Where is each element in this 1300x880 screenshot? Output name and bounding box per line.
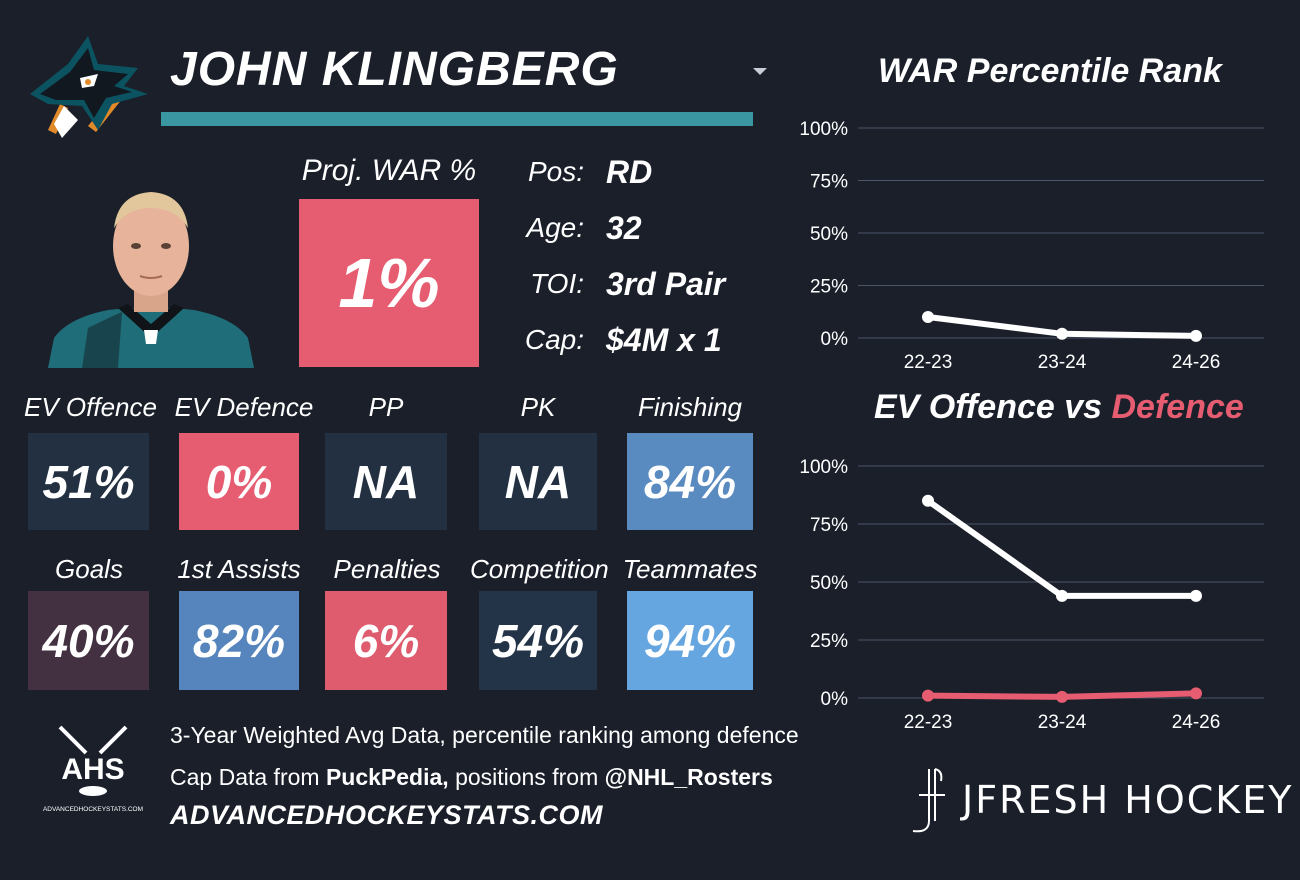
stat-label-ev-defence: EV Defence <box>174 392 314 422</box>
footer-line-2: Cap Data from PuckPedia, positions from … <box>170 764 773 791</box>
chart2-xtick-label: 24-26 <box>1172 712 1221 733</box>
stat-label-teammates: Teammates <box>622 554 758 584</box>
chart2-title: EV Offence vs Defence <box>874 388 1244 427</box>
jfresh-hockey-brand: JFRESH HOCKEY <box>962 778 1294 822</box>
info-pos-value: RD <box>606 154 653 190</box>
title-underline <box>161 112 753 126</box>
chart2-xtick-label: 23-24 <box>1038 712 1087 733</box>
jfresh-logo-icon <box>905 765 955 837</box>
footer-url-link[interactable]: ADVANCEDHOCKEYSTATS.COM <box>170 800 604 830</box>
chart2-ytick-label: 0% <box>821 689 849 710</box>
player-name: JOHN KLINGBERG <box>170 43 619 96</box>
footer-line-1: 3-Year Weighted Avg Data, percentile ran… <box>170 722 799 748</box>
info-toi-value: 3rd Pair <box>606 266 726 302</box>
stat-box-penalties: 6% <box>325 591 447 690</box>
stat-label-pp: PP <box>368 392 404 422</box>
info-age-key: Age: <box>526 212 584 243</box>
chart1-ytick-label: 75% <box>810 172 848 193</box>
stat-label-1st-assists: 1st Assists <box>177 554 301 584</box>
stat-box-pk: NA <box>479 433 597 530</box>
stat-label-finishing: Finishing <box>637 392 743 422</box>
footer-line-2-prefix: Cap Data from <box>170 764 326 790</box>
info-cap-value: $4M x 1 <box>606 322 722 358</box>
chart1-ytick-label: 25% <box>810 277 848 298</box>
sharks-logo-icon <box>28 34 152 138</box>
info-pos-key: Pos: <box>527 156 584 187</box>
stat-box-1st-assists: 82% <box>179 591 299 690</box>
chart2-series0-point <box>1190 589 1202 602</box>
info-toi-key: TOI: <box>530 268 584 299</box>
chart2-series1-point <box>922 689 934 702</box>
footer-source-puckpedia[interactable]: PuckPedia, <box>325 764 449 790</box>
stat-box-ev-offence: 51% <box>28 433 149 530</box>
chart1-ytick-label: 0% <box>821 329 849 350</box>
war-percentile-chart: 100% 75% 50% 25% 0% 22-23 23-24 24-26 <box>799 119 1264 373</box>
ahs-logo-subtext: ADVANCEDHOCKEYSTATS.COM <box>43 806 143 813</box>
chart1-series0-point <box>922 311 934 323</box>
stat-box-competition: 54% <box>479 591 597 690</box>
chart1-xtick-label: 22-23 <box>904 352 953 373</box>
chart2-ytick-label: 25% <box>810 631 848 652</box>
ev-offence-defence-chart: 100% 75% 50% 25% 0% 22-23 23-24 24-26 <box>799 457 1264 733</box>
proj-war-label: Proj. WAR % <box>301 154 477 187</box>
chart2-ytick-label: 75% <box>810 515 848 536</box>
chart2-series0-point <box>1056 589 1068 602</box>
stat-box-goals: 40% <box>28 591 149 690</box>
stat-label-goals: Goals <box>55 554 123 584</box>
stat-label-ev-offence: EV Offence <box>24 392 157 422</box>
chart2-series0-point <box>922 494 934 507</box>
ahs-logo-icon: AHS ADVANCEDHOCKEYSTATS.COM <box>38 725 148 820</box>
chevron-down-icon[interactable] <box>750 64 770 80</box>
stat-label-pk: PK <box>520 392 556 422</box>
chart1-title: WAR Percentile Rank <box>878 52 1222 90</box>
player-photo <box>48 188 254 368</box>
chart2-xtick-label: 22-23 <box>904 712 953 733</box>
stat-label-penalties: Penalties <box>333 554 441 584</box>
stat-box-teammates: 94% <box>627 591 753 690</box>
chart1-series0-point <box>1190 329 1202 342</box>
chart2-title-defence: Defence <box>1111 388 1244 426</box>
stat-box-pp: NA <box>325 433 447 530</box>
chart2-title-offence: EV Offence vs <box>874 388 1112 426</box>
chart1-ytick-label: 50% <box>810 224 848 245</box>
chart1-xtick-label: 24-26 <box>1172 352 1221 373</box>
stat-box-finishing: 84% <box>627 433 753 530</box>
chart1-xtick-label: 23-24 <box>1038 352 1087 373</box>
footer-line-2-mid: positions from <box>448 764 605 790</box>
footer-source-nhl-rosters[interactable]: @NHL_Rosters <box>604 764 773 790</box>
chart1-ytick-label: 100% <box>799 119 848 140</box>
chart2-ytick-label: 50% <box>810 573 848 594</box>
chart2-series1-point <box>1190 687 1202 700</box>
ahs-logo-text: AHS <box>61 753 124 786</box>
info-age-value: 32 <box>606 210 642 246</box>
proj-war-value: 1% <box>299 199 479 367</box>
stat-label-competition: Competition <box>470 554 609 584</box>
stat-box-ev-defence: 0% <box>179 433 299 530</box>
info-cap-key: Cap: <box>524 324 584 355</box>
chart2-ytick-label: 100% <box>799 457 848 478</box>
chart1-series0-point <box>1056 327 1068 340</box>
chart2-series1-point <box>1056 690 1068 703</box>
